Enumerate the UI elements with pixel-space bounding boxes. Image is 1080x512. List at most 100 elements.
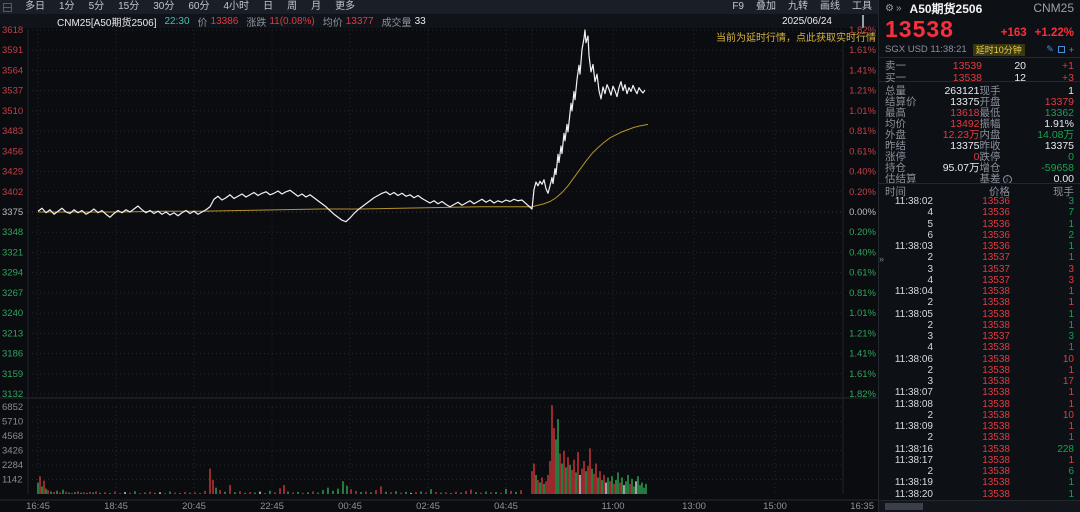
avg-value: 13377 <box>345 15 374 27</box>
stats-section: 总量 263121 现手 1 结算价 13375 开盘 13379 最高 13618 最低 13362… <box>879 82 1080 186</box>
tool-工具[interactable]: 工具 <box>852 1 872 12</box>
svg-text:2284: 2284 <box>2 460 23 471</box>
stat-row: 最高 13618 最低 13362 <box>885 106 1074 120</box>
chart-canvas[interactable]: 3618 1.82% 3591 1.61% 3564 1.41% 3537 1.21% 3510… <box>0 14 878 512</box>
tape-row: 3 13538 17 <box>927 376 1074 388</box>
period-tab-15分[interactable]: 15分 <box>118 1 140 12</box>
change-label: 涨跌 <box>246 17 267 29</box>
delay-badge: 延时10分钟 <box>972 43 1025 56</box>
price-change: +163 <box>1000 27 1027 39</box>
svg-text:13:00: 13:00 <box>682 501 706 512</box>
svg-text:1.61%: 1.61% <box>849 45 876 56</box>
svg-text:1.41%: 1.41% <box>849 349 876 360</box>
pencil-icon[interactable]: ✎ <box>1046 44 1054 54</box>
svg-text:15:00: 15:00 <box>763 501 787 512</box>
tape-row: 2 13538 1 <box>927 319 1074 331</box>
svg-text:00:45: 00:45 <box>338 501 362 512</box>
svg-text:0.61%: 0.61% <box>849 146 876 157</box>
tape-row: 11:38:09 13538 1 <box>894 421 1074 433</box>
svg-text:18:45: 18:45 <box>104 501 128 512</box>
time-sales-list[interactable]: 11:38:02 13536 3 4 13536 7 5 13536 1 6 13536 2 11:38… <box>879 196 1080 500</box>
svg-text:16:45: 16:45 <box>26 501 50 512</box>
svg-text:02:45: 02:45 <box>416 501 440 512</box>
stat-row: 结算价 13375 开盘 13379 <box>885 95 1074 109</box>
tool-九转[interactable]: 九转 <box>788 1 808 12</box>
period-tab-1分[interactable]: 1分 <box>59 1 75 12</box>
quote-meta: SGX USD 11:38:21 延时10分钟 ✎ + <box>879 42 1080 58</box>
tape-row: 2 13538 6 <box>927 466 1074 478</box>
last-price-row: 13538 +163 +1.22% <box>879 16 1080 42</box>
horizontal-scrollbar[interactable] <box>879 500 1080 512</box>
tape-row: 11:38:17 13538 1 <box>894 454 1074 466</box>
tape-row: 2 13538 1 <box>927 297 1074 309</box>
contract-name: A50期货2506 <box>909 1 983 16</box>
tape-header-volume: 现手 <box>1053 186 1074 198</box>
period-tab-更多[interactable]: 更多 <box>335 1 356 12</box>
ask-row: 卖一 13539 20 +1 <box>885 59 1074 73</box>
svg-text:3132: 3132 <box>2 389 23 400</box>
svg-text:3267: 3267 <box>2 288 23 299</box>
delay-notice[interactable]: 当前为延时行情，点此获取实时行情 <box>716 33 876 44</box>
stat-row: 涨停 0 跌停 0 <box>885 150 1074 164</box>
svg-text:1.82%: 1.82% <box>849 389 876 400</box>
svg-text:0.40%: 0.40% <box>849 167 876 178</box>
toolbar-tools: F9 叠加 九转 画线 工具 <box>726 0 878 14</box>
svg-text:3564: 3564 <box>2 65 23 76</box>
svg-text:3537: 3537 <box>2 86 23 97</box>
price-value: 13386 <box>210 15 239 27</box>
svg-text:3402: 3402 <box>2 187 23 198</box>
quote-panel: ⚙ » A50期货2506 CNM25 13538 +163 +1.22% SG… <box>878 0 1080 512</box>
svg-text:1.41%: 1.41% <box>849 65 876 76</box>
toolbar: 多日 1分 5分 15分 30分 60分 4小时 日 周 月 更多 F9 叠加 九转 画线 工具 <box>0 0 878 14</box>
chevron-right-icon[interactable]: » <box>895 2 902 14</box>
period-tab-多日[interactable]: 多日 <box>25 1 45 12</box>
svg-text:1.01%: 1.01% <box>849 106 876 117</box>
svg-text:3510: 3510 <box>2 106 23 117</box>
period-tab-5分[interactable]: 5分 <box>88 1 105 12</box>
tool-画线[interactable]: 画线 <box>820 1 840 12</box>
svg-text:3321: 3321 <box>2 247 23 258</box>
tool-叠加[interactable]: 叠加 <box>756 1 776 12</box>
svg-text:3456: 3456 <box>2 146 23 157</box>
svg-text:3429: 3429 <box>2 167 23 178</box>
tape-row: 2 13538 1 <box>927 432 1074 444</box>
tape-header: 时间 价格 现手 <box>879 183 1080 198</box>
panel-header: ⚙ » A50期货2506 CNM25 <box>879 0 1080 16</box>
svg-text:1.82%: 1.82% <box>849 25 876 36</box>
exchange-label: SGX <box>885 44 906 55</box>
tape-row: 11:38:07 13538 1 <box>894 387 1074 399</box>
tool-F9[interactable]: F9 <box>732 1 744 12</box>
svg-text:1.21%: 1.21% <box>849 86 876 97</box>
tape-row: 4 13536 7 <box>927 207 1074 219</box>
intraday-chart[interactable]: 3618 1.82% 3591 1.61% 3564 1.41% 3537 1.21% 3510… <box>0 14 878 512</box>
tape-row: 3 13537 3 <box>927 331 1074 343</box>
infobar-right: 2025/06/24 <box>782 14 878 28</box>
period-tab-日[interactable]: 日 <box>263 1 274 12</box>
tape-row: 11:38:05 13538 1 <box>894 308 1074 320</box>
bid-ask-section: 卖一 13539 20 +1 买一 13538 12 +3 <box>879 58 1080 84</box>
period-tab-月[interactable]: 月 <box>311 1 322 12</box>
svg-text:11:00: 11:00 <box>601 501 624 512</box>
gear-icon[interactable]: ⚙ <box>885 2 894 14</box>
svg-text:3240: 3240 <box>2 308 23 319</box>
avg-label: 均价 <box>322 17 343 29</box>
tape-row: 3 13537 3 <box>927 263 1074 275</box>
tape-row: 11:38:16 13538 228 <box>894 443 1074 455</box>
bid-row: 买一 13538 12 +3 <box>879 70 1080 84</box>
menu-grid-icon[interactable] <box>3 2 12 12</box>
panel-collapse-icon[interactable]: » <box>879 254 885 264</box>
period-tab-60分[interactable]: 60分 <box>188 1 210 12</box>
svg-text:16:35: 16:35 <box>850 501 874 512</box>
tape-row: 11:38:19 13538 1 <box>894 477 1074 489</box>
period-tab-4小时[interactable]: 4小时 <box>223 1 250 12</box>
svg-text:0.20%: 0.20% <box>849 227 876 238</box>
tape-row: 5 13536 1 <box>927 218 1074 230</box>
tape-row: 11:38:08 13538 1 <box>894 398 1074 410</box>
period-tab-周[interactable]: 周 <box>287 1 298 12</box>
scrollbar-thumb[interactable] <box>885 503 923 510</box>
square-icon[interactable] <box>1057 46 1065 53</box>
period-tab-30分[interactable]: 30分 <box>153 1 175 12</box>
plus-icon[interactable]: + <box>1068 44 1074 55</box>
svg-text:22:45: 22:45 <box>260 501 284 512</box>
tape-row: 11:38:04 13538 1 <box>894 286 1074 298</box>
